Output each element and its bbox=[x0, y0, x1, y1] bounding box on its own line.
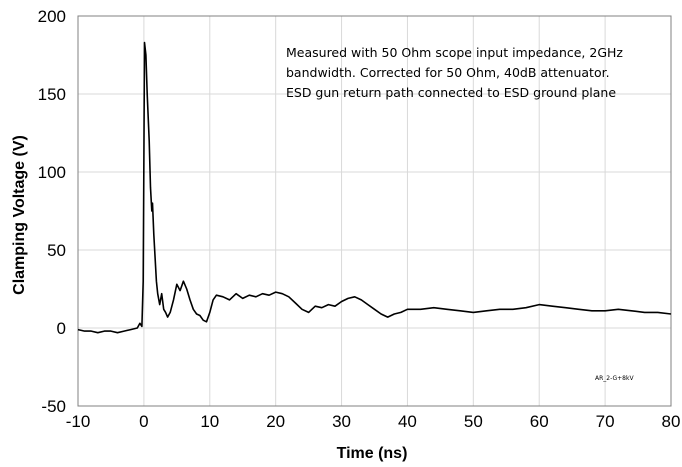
y-tick-label: 100 bbox=[38, 163, 66, 182]
y-tick-labels: -50 0 50 100 150 200 bbox=[38, 7, 66, 416]
x-tick-label: 50 bbox=[464, 412, 483, 431]
x-tick-label: 80 bbox=[662, 412, 681, 431]
annotation-line-3: ESD gun return path connected to ESD gro… bbox=[286, 85, 616, 100]
x-tick-label: -10 bbox=[66, 412, 91, 431]
x-tick-label: 40 bbox=[398, 412, 417, 431]
plot-frame bbox=[77, 15, 672, 407]
capture-code-label: AR_2-G+8kV bbox=[595, 375, 634, 382]
y-tick-label: 200 bbox=[38, 7, 66, 26]
x-tick-label: 70 bbox=[596, 412, 615, 431]
x-tick-label: 60 bbox=[530, 412, 549, 431]
annotation-line-2: bandwidth. Corrected for 50 Ohm, 40dB at… bbox=[286, 65, 610, 80]
x-tick-label: 30 bbox=[332, 412, 351, 431]
voltage-trace bbox=[77, 41, 672, 334]
annotation-line-1: Measured with 50 Ohm scope input impedan… bbox=[286, 45, 623, 60]
x-axis-title: Time (ns) bbox=[337, 445, 408, 462]
x-tick-labels: -10 0 10 20 30 40 50 60 70 80 bbox=[66, 412, 681, 431]
y-tick-label: 50 bbox=[47, 241, 66, 260]
x-tick-label: 10 bbox=[200, 412, 219, 431]
x-tick-label: 20 bbox=[266, 412, 285, 431]
y-tick-label: 150 bbox=[38, 85, 66, 104]
x-tick-label: 0 bbox=[139, 412, 148, 431]
y-axis-title: Clamping Voltage (V) bbox=[11, 135, 28, 295]
y-tick-label: -50 bbox=[41, 397, 66, 416]
y-tick-label: 0 bbox=[57, 319, 66, 338]
